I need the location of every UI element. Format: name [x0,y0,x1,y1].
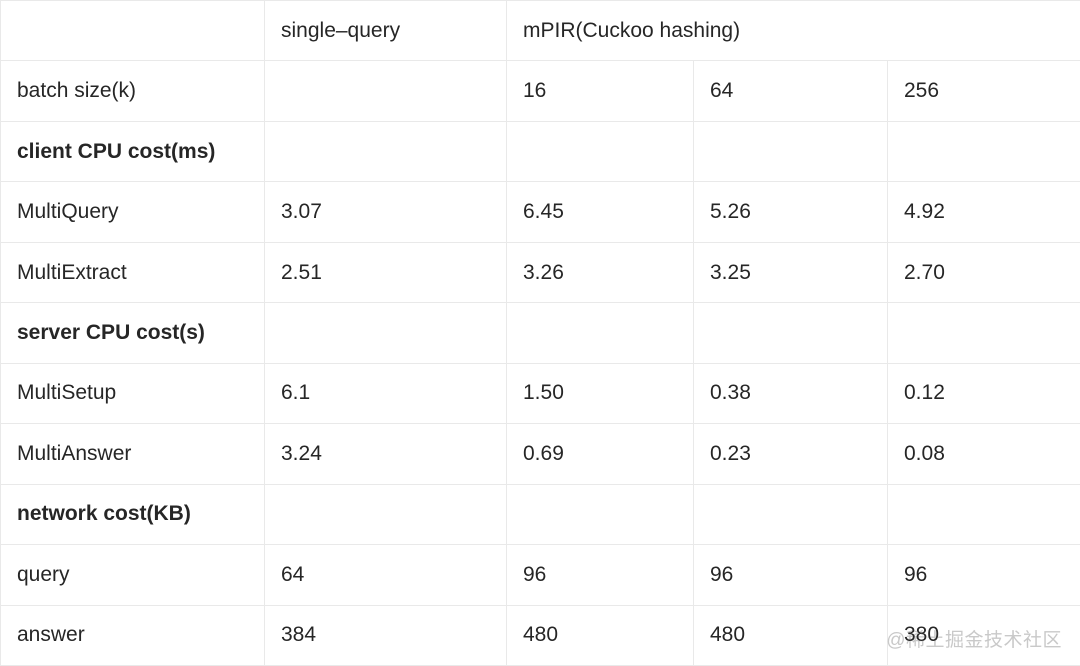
table-cell: 4.92 [886,181,1080,243]
section-label: network cost(KB) [0,483,265,546]
table-cell [693,302,888,364]
row-label: batch size(k) [0,60,265,122]
table-cell: 256 [886,60,1080,122]
table-cell: 3.24 [264,423,507,485]
table-cell: 64 [693,60,888,122]
row-label: query [0,544,265,606]
table-cell: 3.25 [693,241,888,304]
table-row-multisetup: MultiSetup 6.1 1.50 0.38 0.12 [0,362,1080,425]
table-cell: 64 [264,544,507,606]
section-row-client-cpu: client CPU cost(ms) [0,120,1080,183]
header-row: single–query mPIR(Cuckoo hashing) [0,0,1080,62]
table-cell: 384 [264,604,507,666]
section-label: client CPU cost(ms) [0,120,265,183]
header-mpir-group: mPIR(Cuckoo hashing) [505,0,1080,62]
table-cell [886,302,1080,364]
table-cell: 96 [693,544,888,606]
table-cell [506,483,694,546]
row-label: MultiExtract [0,241,265,304]
table-cell: 16 [506,60,694,122]
table-cell: 1.50 [506,362,694,425]
table-row-multiextract: MultiExtract 2.51 3.26 3.25 2.70 [0,241,1080,304]
table-cell [264,483,507,546]
row-label: MultiQuery [0,181,265,243]
section-row-network-cost: network cost(KB) [0,483,1080,546]
table-cell: 96 [506,544,694,606]
table-cell: 3.26 [506,241,694,304]
table-cell: 480 [506,604,694,666]
table-cell: 3.07 [264,181,507,243]
table-cell: 0.08 [886,423,1080,485]
table-cell: 0.12 [886,362,1080,425]
table-cell: 6.1 [264,362,507,425]
header-corner-cell [0,0,265,62]
table-row-batch-size: batch size(k) 16 64 256 [0,60,1080,122]
table-cell [506,302,694,364]
table-cell [693,483,888,546]
table-cell: 380 [886,604,1080,666]
table-cell: 5.26 [693,181,888,243]
table-cell: 2.70 [886,241,1080,304]
table-cell [693,120,888,183]
table-cell [886,120,1080,183]
row-label: MultiAnswer [0,423,265,485]
table-cell: 96 [886,544,1080,606]
table-cell: 480 [693,604,888,666]
table-cell [264,120,507,183]
table-row-multiquery: MultiQuery 3.07 6.45 5.26 4.92 [0,181,1080,243]
row-label: answer [0,604,265,666]
table-cell: 0.23 [693,423,888,485]
table-cell: 0.38 [693,362,888,425]
section-row-server-cpu: server CPU cost(s) [0,302,1080,364]
header-single-query: single–query [264,0,507,62]
table-row-answer: answer 384 480 480 380 [0,604,1080,666]
row-label: MultiSetup [0,362,265,425]
table-cell [264,302,507,364]
table-cell [886,483,1080,546]
table-cell [264,60,507,122]
section-label: server CPU cost(s) [0,302,265,364]
table-row-multianswer: MultiAnswer 3.24 0.69 0.23 0.08 [0,423,1080,485]
table-cell: 0.69 [506,423,694,485]
table-cell [506,120,694,183]
table-row-query: query 64 96 96 96 [0,544,1080,606]
table-cell: 2.51 [264,241,507,304]
table-cell: 6.45 [506,181,694,243]
